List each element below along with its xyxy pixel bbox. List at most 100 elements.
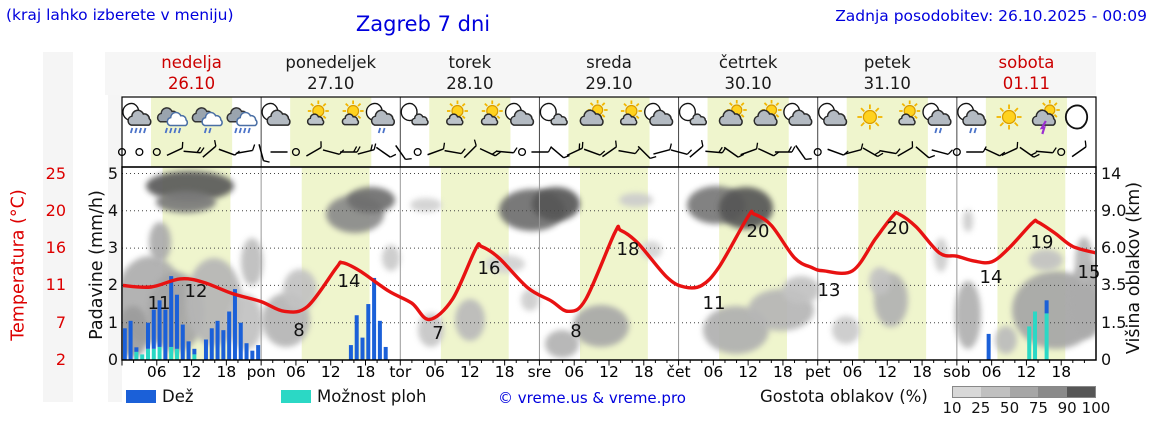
day-date: 29.10 [585,74,633,93]
weather-icon-sun-behind-cloud [579,100,608,126]
wind-barb-icon [897,141,914,157]
day-header-nedelja: nedelja 26.10 [122,52,262,94]
cloud-height-tick: 9.0 [1101,200,1127,220]
temperature-tick: 11 [45,275,66,295]
wind-barb-icon [637,145,657,159]
temperature-value-label: 16 [478,258,501,279]
hour-label: 06 [703,363,724,381]
wind-barb-icon [463,139,477,159]
cloud-height-tick: 14 [1101,163,1122,183]
density-segment [1066,387,1096,397]
day-name: sobota [998,53,1055,72]
weather-icon-clouds-rain [226,107,258,134]
wind-barb-icon [375,146,397,158]
wind-barb-icon [306,141,322,157]
temperature-value-label: 12 [185,281,208,302]
day-abbr-label: tor [389,363,412,381]
cloud-layer [123,171,1095,358]
precip-tick: 0 [107,350,118,369]
wind-barb-icon [966,146,987,153]
hour-label: 12 [877,363,898,381]
wind-barb-icon [915,146,936,159]
density-segment [981,387,1010,397]
wind-barb-icon [340,146,361,153]
wind-calm-icon [135,147,144,157]
showers-legend-swatch [281,390,311,403]
wind-barb-icon [550,146,570,159]
weather-icon-moon-cloud-rain [957,102,987,134]
wind-barb-icon [670,149,693,156]
hour-label: 18 [1051,363,1072,381]
day-header-ponedeljek: ponedeljek 27.10 [261,52,401,94]
weather-icon-sun [857,104,883,130]
density-tick-label: 90 [1057,399,1077,417]
day-header-sobota: sobota 01.11 [956,52,1096,94]
wind-barb-icon [357,143,377,155]
cloud-height-tick: 6.0 [1101,238,1127,258]
temperature-value-label: 20 [747,221,770,242]
temperature-value-label: 7 [432,323,443,344]
day-name: petek [863,53,911,72]
density-tick-label: 25 [971,399,991,417]
hour-label: 12 [181,363,202,381]
wind-barb-icon [235,144,256,155]
hour-label: 12 [459,363,480,381]
temperature-tick: 2 [55,350,66,369]
weather-icon-moon-cloud [817,102,848,126]
density-tick-label: 100 [1081,399,1111,417]
wind-barb-icon [1071,140,1087,158]
showers-legend-label: Možnost ploh [317,387,427,406]
weather-icon-sun-behind-cloud [753,100,782,126]
weather-icon-sun-cloud [306,100,329,126]
density-tick-label: 75 [1028,399,1048,417]
hour-label: 18 [355,363,376,381]
day-header-background [105,52,1096,95]
day-name: četrtek [718,53,778,72]
wind-barb-icon [653,143,672,155]
wind-calm-icon [117,147,127,157]
wind-calm-icon [413,147,422,157]
weather-icon-sun-behind-cloud [718,100,747,126]
bg-strip [43,52,73,402]
weather-icon-moon-small-cloud [539,102,568,126]
hour-label: 12 [320,363,341,381]
precip-tick: 3 [107,238,118,258]
wind-barb-icon [618,148,640,155]
wind-barb-icon [258,144,270,163]
last-update: Zadnja posodobitev: 26.10.2025 - 00:09 [835,7,1147,25]
temperature-value-label: 11 [148,293,171,314]
wind-calm-icon [517,147,527,157]
temperature-tick: 7 [55,312,66,332]
weather-icon-moon-cloud [261,102,291,126]
rain-legend-label: Dež [162,387,194,406]
temperature-value-label: 18 [617,239,640,260]
weather-icon-sun-cloud-thunder [1031,100,1060,135]
wind-barb-icon [444,148,466,155]
weather-icon-sun-cloud [619,100,642,126]
hour-label: 12 [1016,363,1037,381]
weather-icon-sun-cloud [341,100,364,126]
wind-barb-icon [202,139,217,158]
temperature-value-label: 8 [570,321,581,342]
wind-barb-icon [479,147,501,157]
cloud-density-scale [952,386,1096,398]
page-title: Zagreb 7 dni [355,12,491,36]
density-segment [1009,387,1039,397]
credit-link[interactable]: © vreme.us & vreme.pro [498,389,686,407]
temperature-value-label: 20 [887,218,910,239]
weather-icon-sun [996,104,1022,130]
wind-barb-icon [984,147,1006,157]
wind-calm-icon [152,147,161,157]
wind-calm-icon [813,147,822,157]
day-header-sreda: sreda 29.10 [539,52,679,94]
hour-label: 06 [842,363,863,381]
temperature-tick: 16 [45,238,66,258]
wind-barb-icon [602,140,618,158]
cloud-height-tick: 3.5 [1101,275,1127,295]
day-date: 01.11 [1002,74,1051,93]
wind-barb-icon [723,146,745,158]
weather-icon-moon-small-cloud [678,102,708,126]
day-date: 31.10 [863,74,911,93]
wind-barb-row [117,139,1087,163]
